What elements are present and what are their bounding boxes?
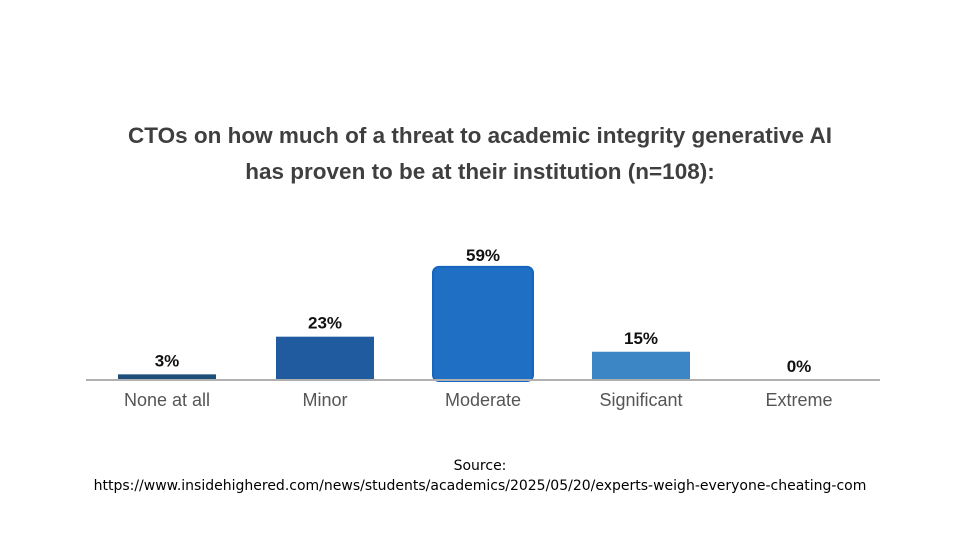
source-citation: Source: https://www.insidehighered.com/n… xyxy=(40,456,920,496)
chart-title-line-1: CTOs on how much of a threat to academic… xyxy=(128,123,832,148)
x-tick-label-significant: Significant xyxy=(599,390,682,410)
data-label-minor: 23% xyxy=(308,314,342,333)
bar-significant xyxy=(592,351,690,380)
labels-layer: 3% None at all 23% Minor 59% Moderate 15% Signi… xyxy=(124,246,833,410)
chart-title-line-2: has proven to be at their institution (n… xyxy=(245,159,715,184)
bar-minor xyxy=(276,336,374,380)
source-label: Source: xyxy=(453,458,507,474)
bar-none-at-all xyxy=(118,374,216,380)
bars-layer xyxy=(118,265,690,382)
x-tick-label-none-at-all: None at all xyxy=(124,390,210,410)
data-label-none-at-all: 3% xyxy=(155,351,180,370)
x-tick-label-extreme: Extreme xyxy=(765,390,832,410)
data-label-significant: 15% xyxy=(624,329,658,348)
x-tick-label-minor: Minor xyxy=(302,390,347,410)
bar-moderate xyxy=(432,265,534,382)
chart-title: CTOs on how much of a threat to academic… xyxy=(80,118,880,190)
data-label-extreme: 0% xyxy=(787,357,812,376)
data-label-moderate: 59% xyxy=(466,246,500,265)
x-tick-label-moderate: Moderate xyxy=(445,390,521,410)
source-url[interactable]: https://www.insidehighered.com/news/stud… xyxy=(93,478,867,494)
